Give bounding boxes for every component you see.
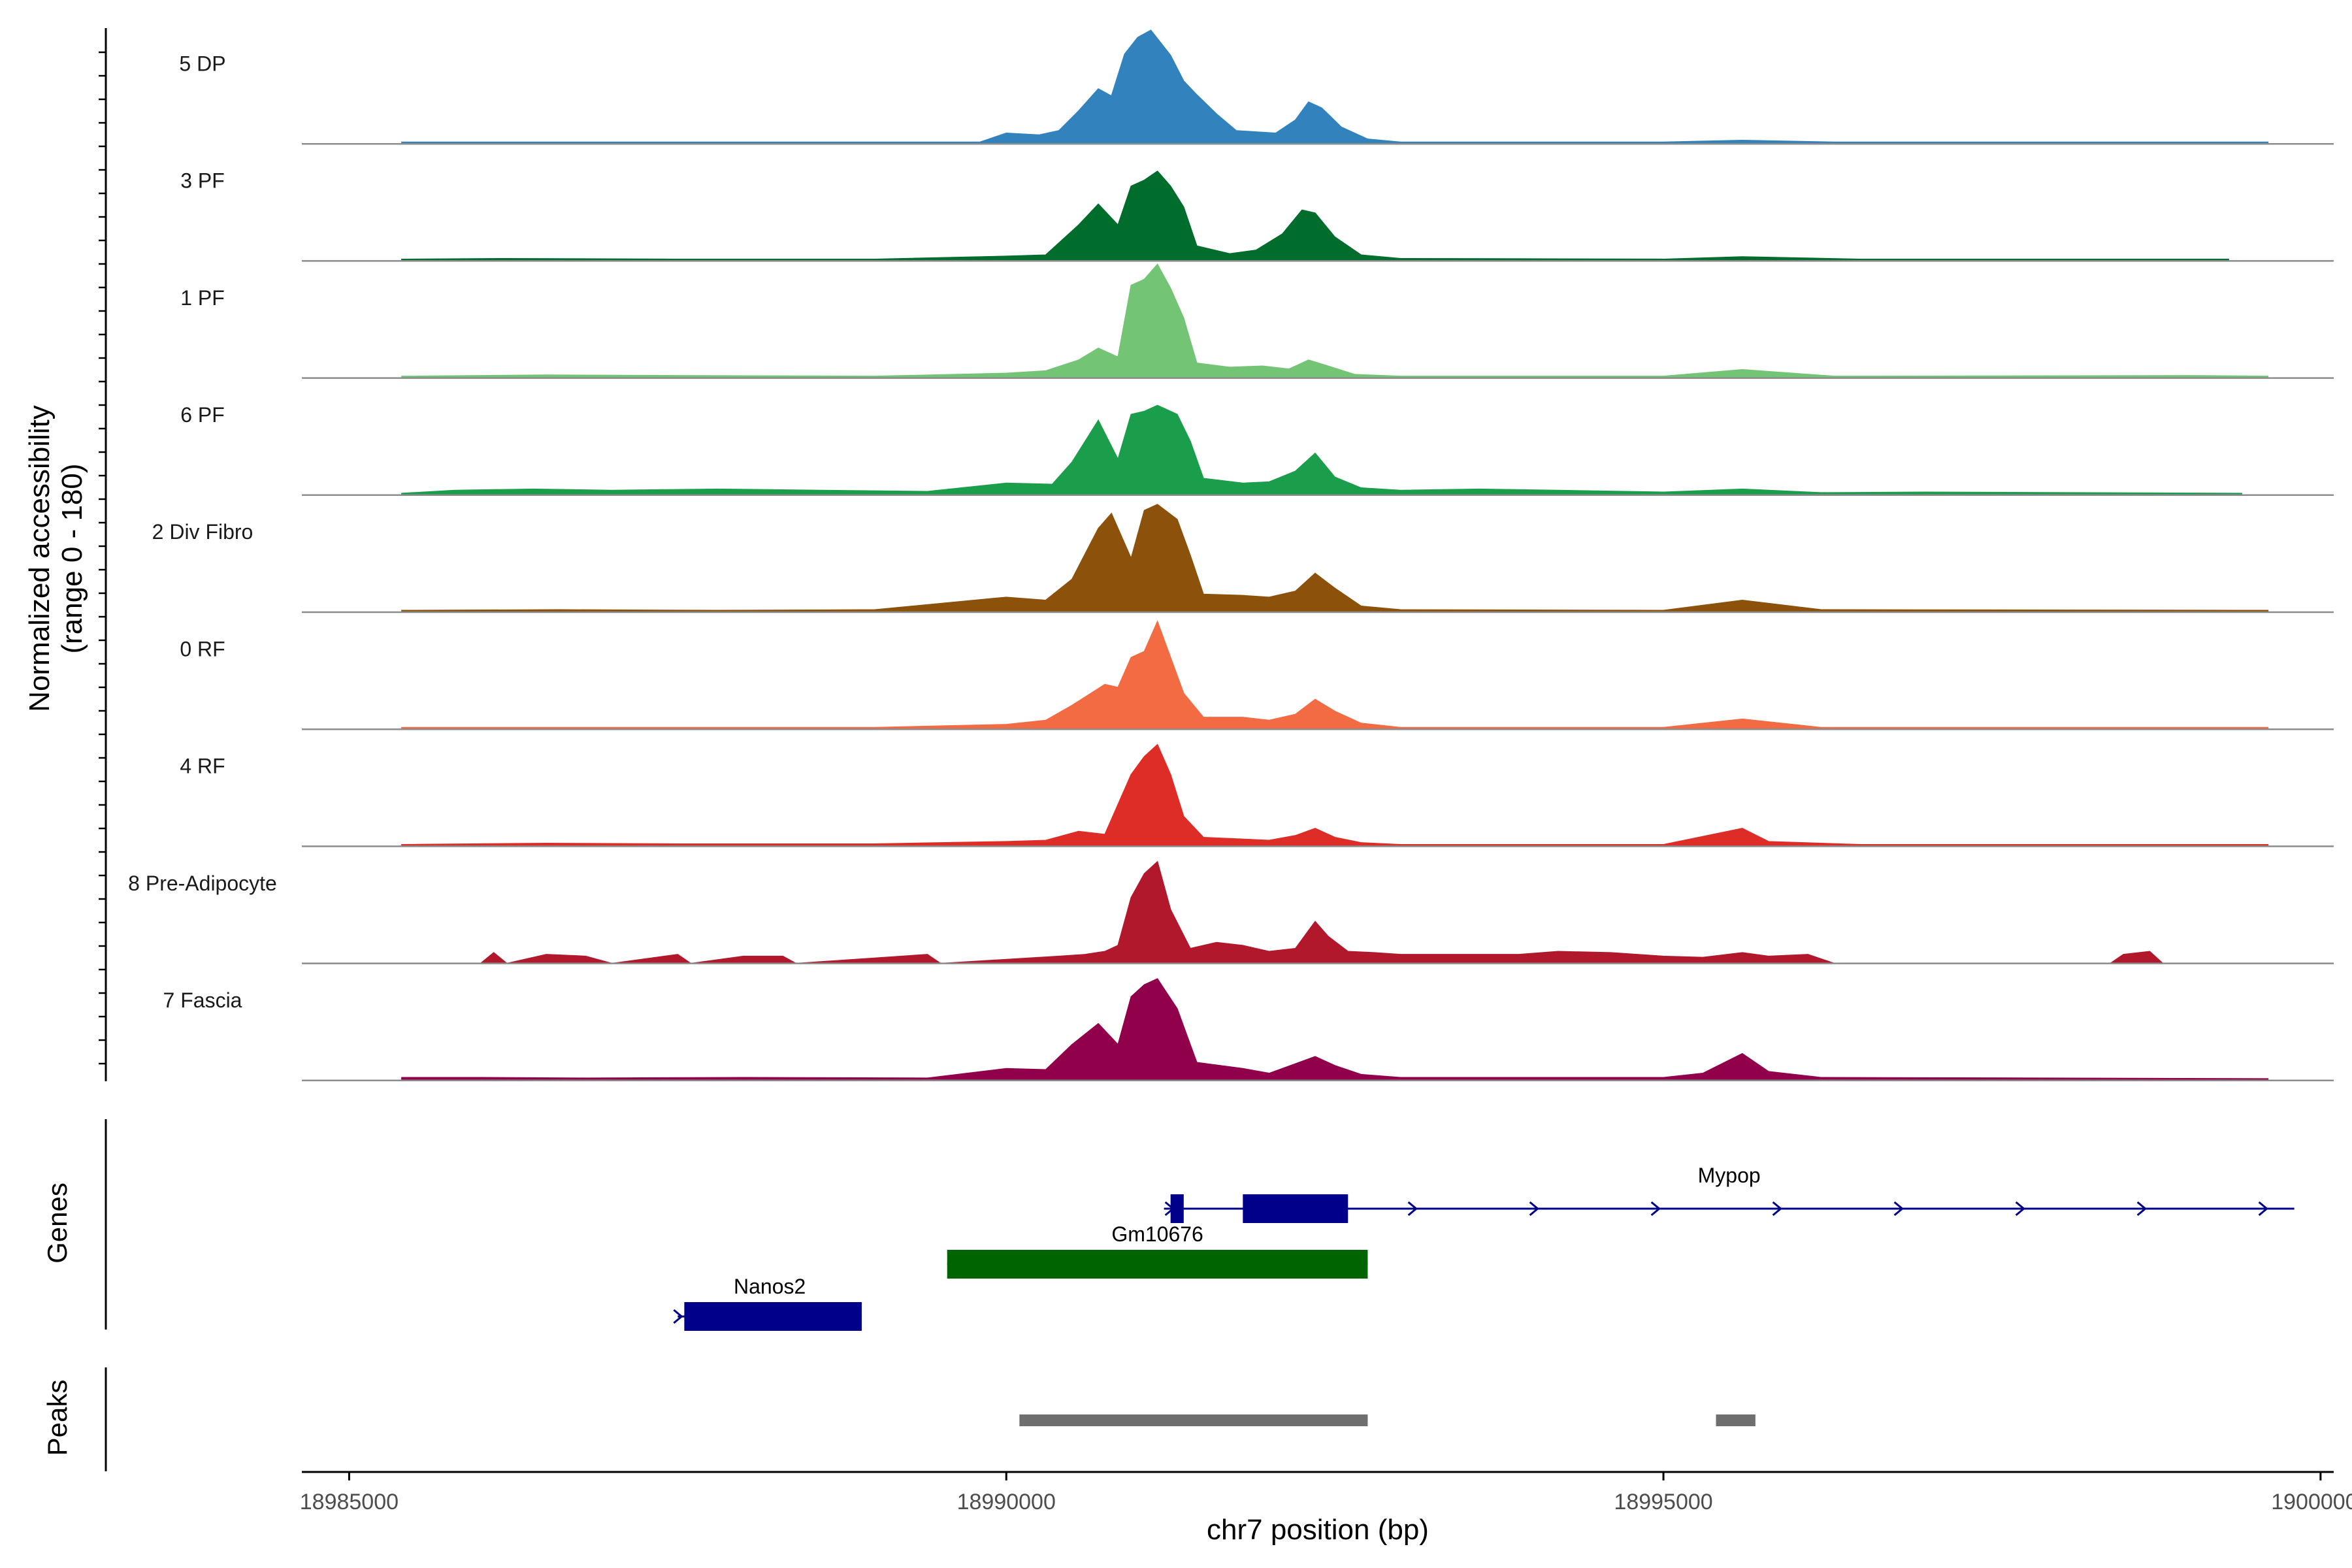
x-tick-label: 18990000 (957, 1490, 1056, 1514)
x-axis-ticks: 18985000 18990000 18995000 19000000 (300, 1472, 2352, 1514)
x-tick-label: 18995000 (1614, 1490, 1712, 1514)
gene-label: Gm10676 (1111, 1222, 1203, 1246)
gene-exon (1243, 1194, 1348, 1223)
y-axis-subtitle: (range 0 - 180) (56, 463, 88, 653)
coverage-area (401, 743, 2269, 847)
track-8: 7 Fascia (163, 978, 2334, 1082)
coverage-area (401, 171, 2229, 262)
strand-arrow (1650, 1201, 1661, 1217)
peak-regions (1019, 1414, 1756, 1426)
track-label: 8 Pre-Adipocyte (128, 872, 277, 895)
gene-annotations: Mypop Gm10676 Nanos2 (673, 1164, 2295, 1331)
gene-mypop: Mypop (1164, 1164, 2295, 1223)
track-2: 1 PF (180, 263, 2334, 379)
x-tick-label: 18985000 (300, 1490, 399, 1514)
peak-bar (1019, 1414, 1368, 1426)
strand-arrow (2136, 1201, 2147, 1217)
y-axis-title: Normalized accessibility (24, 405, 56, 711)
coverage-area (401, 620, 2269, 730)
strand-arrow (673, 1309, 683, 1324)
track-6: 4 RF (180, 743, 2334, 847)
coverage-area (401, 504, 2269, 613)
peaks-panel-title: Peaks (42, 1380, 73, 1456)
track-5: 0 RF (180, 620, 2334, 730)
gene-label: Mypop (1698, 1164, 1761, 1187)
track-label: 0 RF (180, 637, 225, 661)
coverage-y-ticks (99, 51, 106, 1065)
strand-arrow (2015, 1201, 2025, 1217)
coverage-area (401, 29, 2269, 144)
track-7: 8 Pre-Adipocyte (128, 860, 2334, 964)
track-1: 3 PF (180, 169, 2334, 262)
strand-arrow (1772, 1201, 1782, 1217)
strand-arrow (1407, 1201, 1418, 1217)
track-label: 7 Fascia (163, 988, 242, 1012)
gene-exon (1170, 1194, 1184, 1223)
peak-bar (1716, 1414, 1756, 1426)
coverage-area (401, 263, 2269, 379)
track-label: 6 PF (180, 403, 225, 427)
track-label: 4 RF (180, 755, 225, 778)
track-4: 2 Div Fibro (152, 504, 2334, 613)
x-tick-label: 19000000 (2271, 1490, 2352, 1514)
genes-panel-title: Genes (42, 1183, 73, 1264)
coverage-area (479, 860, 2164, 964)
x-axis-title: chr7 position (bp) (1207, 1514, 1429, 1546)
track-label: 5 DP (179, 52, 225, 75)
gene-exon (684, 1302, 862, 1331)
track-3: 6 PF (180, 403, 2334, 497)
strand-arrow (1529, 1201, 1539, 1217)
track-label: 2 Div Fibro (152, 520, 253, 544)
strand-arrow (2258, 1201, 2268, 1217)
gene-exon (947, 1250, 1368, 1279)
gene-label: Nanos2 (734, 1275, 806, 1298)
coverage-area (401, 978, 2269, 1081)
gene-gm10676: Gm10676 (947, 1222, 1368, 1279)
coverage-area (401, 404, 2242, 496)
track-label: 1 PF (180, 286, 225, 310)
track-label: 3 PF (180, 169, 225, 193)
track-0: 5 DP (179, 29, 2334, 145)
strand-arrow (1893, 1201, 1904, 1217)
gene-nanos2: Nanos2 (673, 1275, 862, 1331)
coverage-tracks: 5 DP 3 PF 1 PF 6 PF 2 Div Fibro 0 RF 4 RF 8 Pre… (128, 29, 2334, 1082)
